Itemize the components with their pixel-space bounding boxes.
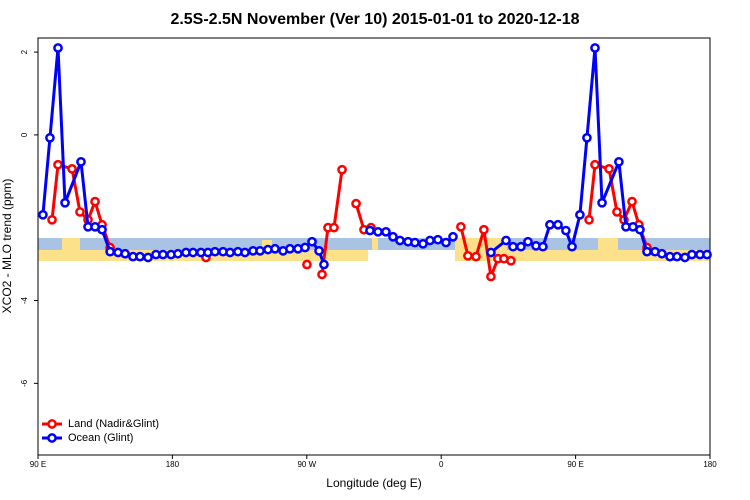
point (687, 249, 697, 260)
land-strip (455, 250, 710, 261)
point (381, 226, 391, 237)
point (60, 197, 70, 208)
point (365, 225, 375, 236)
point (506, 255, 516, 266)
x-tick-label: 180 (166, 460, 180, 469)
point (47, 214, 57, 225)
point (307, 236, 317, 247)
point (45, 132, 55, 143)
point (270, 243, 280, 254)
point (255, 245, 265, 256)
point (433, 234, 443, 245)
point (319, 259, 329, 270)
point (337, 164, 347, 175)
point (240, 247, 250, 258)
chart-title: 2.5S-2.5N November (Ver 10) 2015-01-01 t… (170, 11, 579, 28)
point (302, 259, 312, 270)
point (317, 269, 327, 280)
point (479, 224, 489, 235)
point (105, 246, 115, 257)
x-axis-title: Longitude (deg E) (326, 476, 421, 490)
point (120, 248, 130, 259)
point (642, 246, 652, 257)
point (635, 224, 645, 235)
y-axis-title: XCO2 - MLO trend (ppm) (0, 179, 14, 314)
point (67, 164, 77, 174)
point (501, 235, 511, 246)
point (463, 250, 473, 261)
point (225, 247, 235, 258)
x-tick-label: 180 (703, 460, 717, 469)
point (523, 236, 533, 247)
point (516, 241, 526, 252)
legend-marker (47, 433, 57, 443)
point (90, 196, 100, 207)
point (188, 247, 198, 258)
point (590, 43, 600, 53)
point (441, 237, 451, 248)
x-tick-label: 0 (439, 460, 444, 469)
point (545, 219, 555, 230)
point (373, 226, 383, 237)
point (702, 249, 712, 260)
point (590, 159, 600, 170)
legend-label: Land (Nadir&Glint) (68, 418, 159, 430)
y-tick-label: -4 (20, 296, 29, 304)
point (567, 241, 577, 252)
point (538, 241, 548, 252)
y-tick-label: -6 (20, 379, 29, 387)
point (410, 237, 420, 248)
point (97, 224, 107, 235)
point (210, 246, 220, 257)
point (314, 245, 324, 256)
point (75, 207, 85, 217)
point (657, 248, 667, 259)
point (486, 271, 496, 282)
point (173, 248, 183, 259)
legend-label: Ocean (Glint) (68, 432, 133, 444)
x-tick-label: 90 E (30, 460, 46, 469)
point (584, 214, 594, 225)
point (285, 243, 295, 254)
point (395, 235, 405, 246)
land-patch (598, 238, 618, 250)
point (351, 198, 361, 209)
point (53, 159, 63, 170)
x-tick-label: 90 W (297, 460, 316, 469)
land-patch (372, 238, 378, 250)
point (672, 251, 682, 262)
point (388, 231, 398, 242)
point (597, 197, 607, 208)
point (627, 196, 637, 207)
y-tick-label: 0 (20, 132, 29, 137)
point (38, 209, 48, 220)
land-patch (62, 238, 80, 250)
point (53, 43, 63, 53)
point (143, 252, 153, 263)
point (486, 247, 496, 258)
point (135, 251, 145, 262)
x-tick-label: 90 E (567, 460, 583, 469)
point (582, 132, 592, 143)
point (575, 209, 585, 220)
point (604, 164, 614, 174)
point (612, 207, 622, 217)
legend-marker (47, 419, 57, 429)
plot-frame (37, 37, 711, 456)
point (76, 156, 86, 167)
point (456, 221, 466, 232)
point (561, 225, 571, 236)
point (471, 251, 481, 262)
point (158, 249, 168, 260)
point (300, 242, 310, 253)
point (329, 222, 339, 233)
point (508, 241, 518, 252)
point (425, 235, 435, 246)
point (553, 219, 563, 230)
point (614, 156, 624, 167)
y-tick-label: 2 (20, 49, 29, 54)
point (448, 231, 458, 242)
